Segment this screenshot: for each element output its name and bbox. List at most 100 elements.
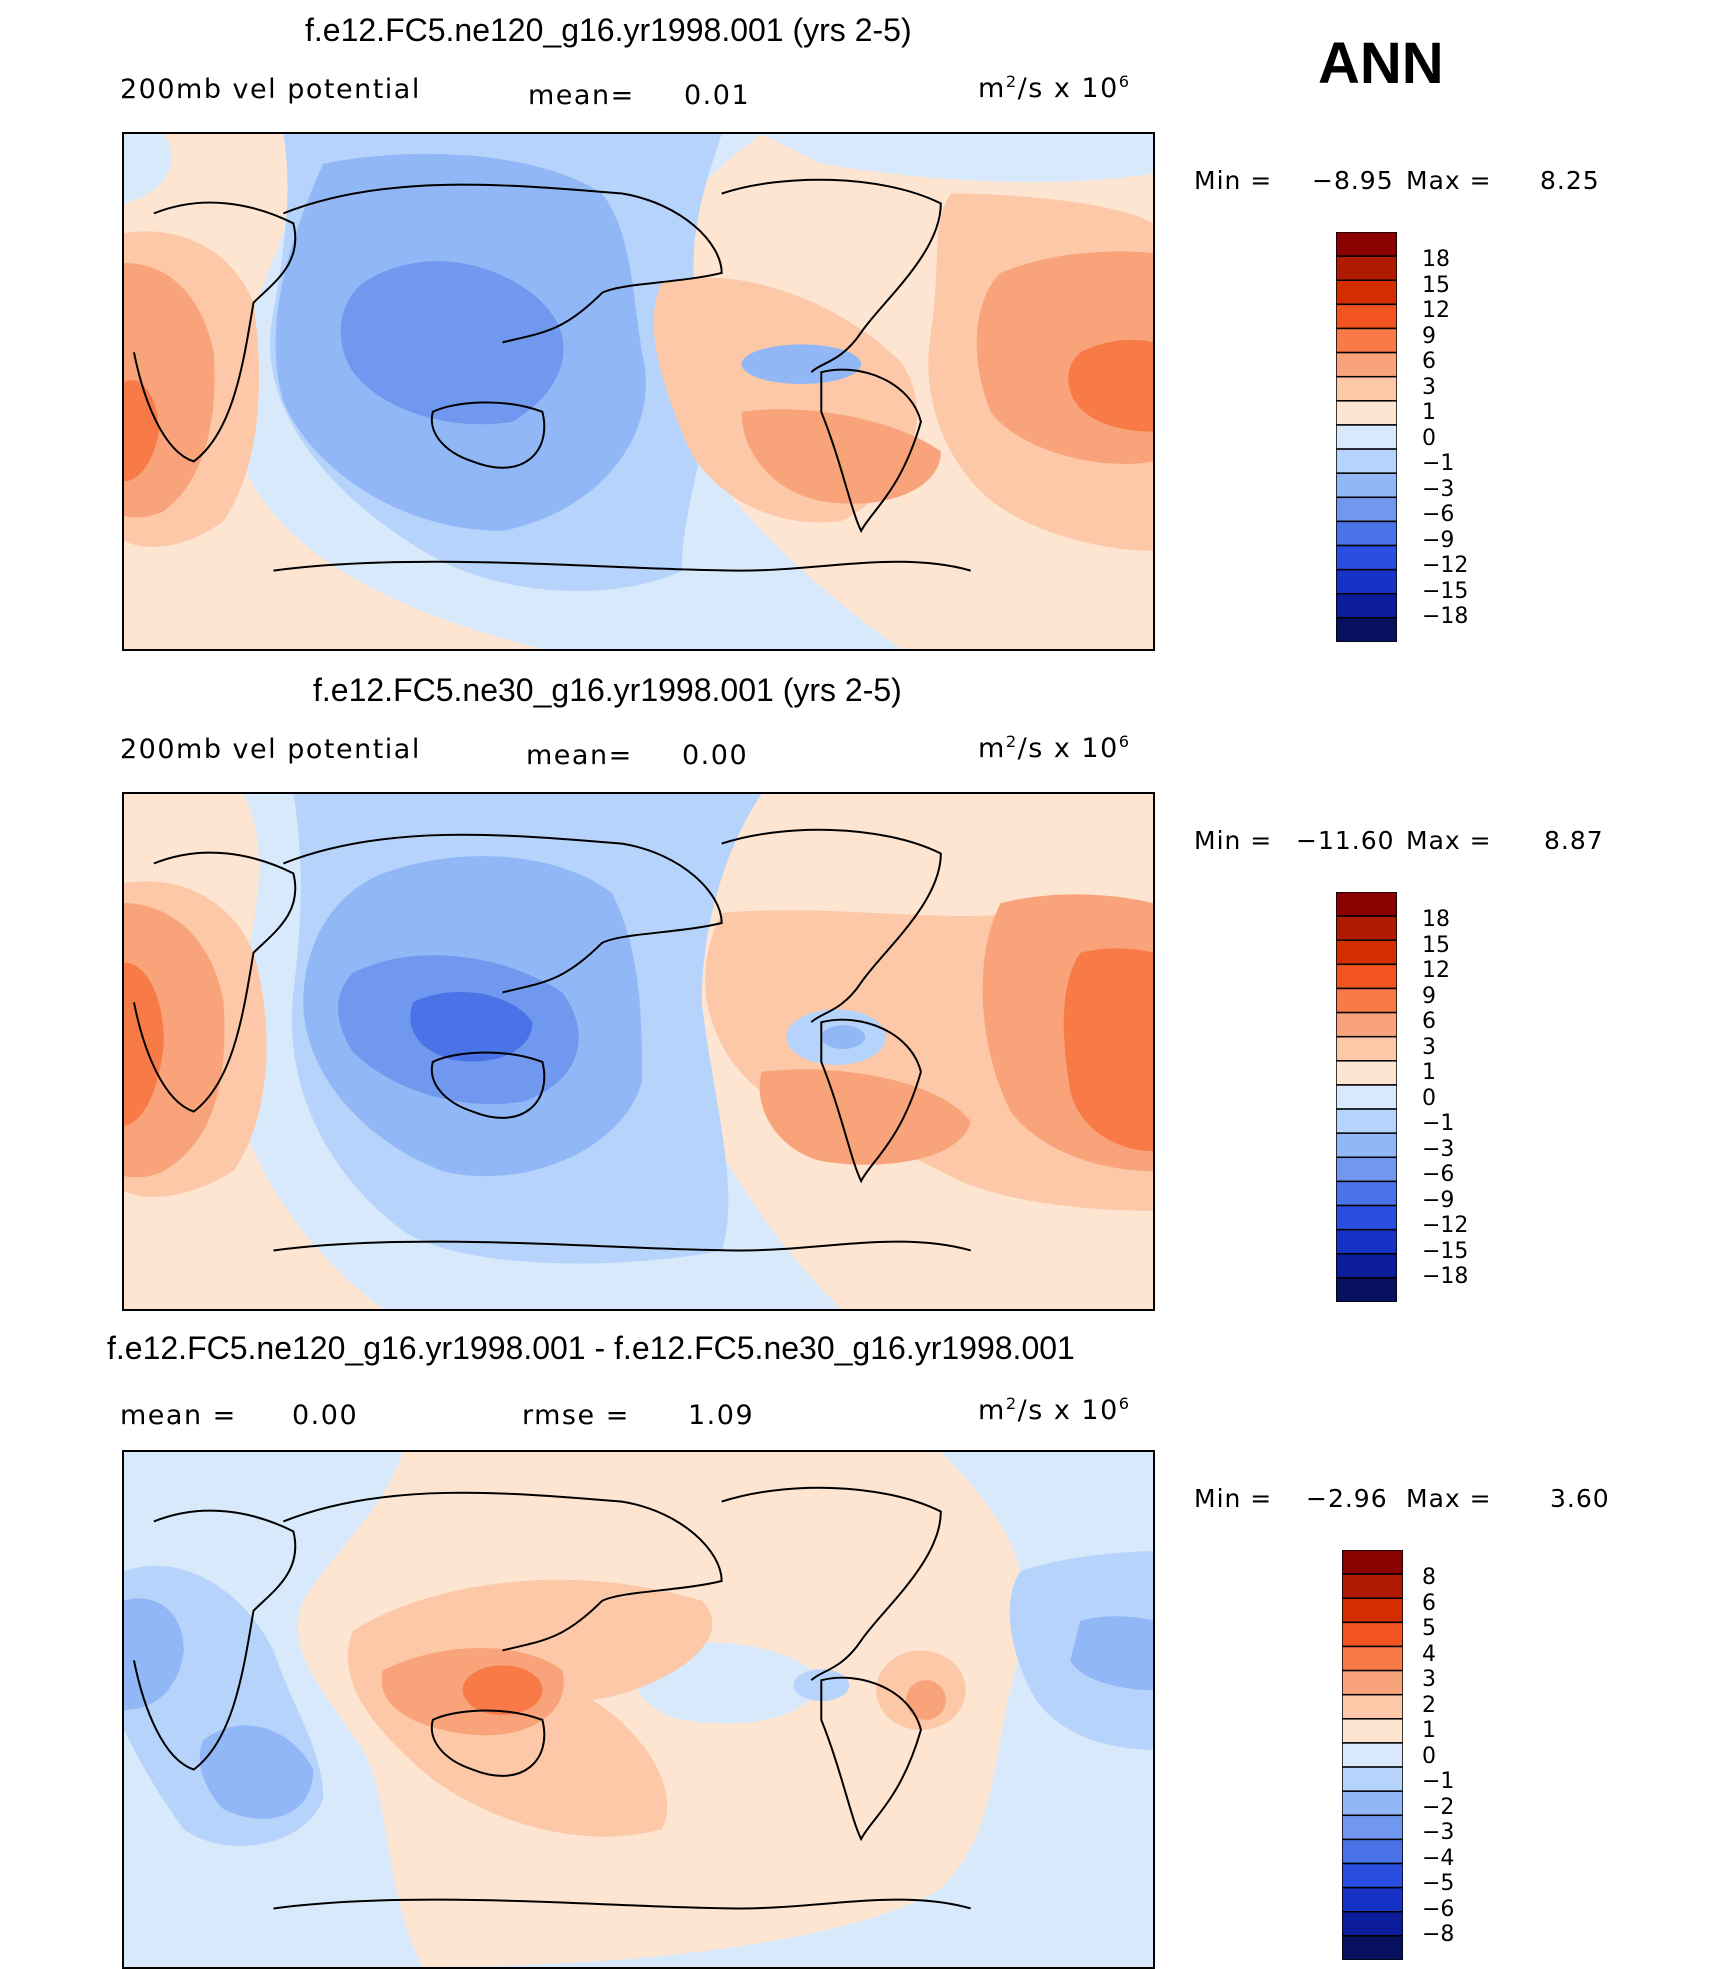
colorbar-swatch	[1342, 1935, 1403, 1960]
colorbar-swatch	[1336, 327, 1397, 354]
colorbar-tick-label: −6	[1422, 1896, 1455, 1922]
panel-3-rmse-value: 1.09	[688, 1400, 755, 1431]
panel-3-map	[122, 1450, 1155, 1969]
colorbar-tick-label: −12	[1422, 553, 1469, 578]
colorbar-swatch	[1342, 1621, 1403, 1648]
colorbar-tick-label: −5	[1422, 1871, 1455, 1896]
colorbar-tick-label: 6	[1422, 1590, 1436, 1616]
panel-1-min-label: Min =	[1194, 166, 1273, 195]
colorbar-tick-label: −9	[1422, 1187, 1455, 1213]
panel-3-max-label: Max =	[1406, 1484, 1492, 1513]
colorbar-swatch	[1342, 1886, 1403, 1913]
colorbar-swatch	[1336, 424, 1397, 450]
colorbar-swatch	[1342, 1911, 1403, 1937]
panel-3-mean-value: 0.00	[292, 1400, 359, 1431]
colorbar-swatch	[1336, 375, 1397, 402]
colorbar-tick-label: 15	[1422, 932, 1450, 958]
panel-2-field-label: 200mb vel potential	[120, 734, 421, 765]
colorbar-swatch	[1336, 892, 1397, 917]
colorbar-swatch	[1336, 496, 1397, 523]
colorbar-swatch	[1336, 1035, 1397, 1062]
panel-2-max-label: Max =	[1406, 826, 1492, 855]
colorbar-tick-label: −4	[1422, 1845, 1455, 1871]
panel-3-units: m2/s x 106	[978, 1394, 1131, 1426]
panel-2-units: m2/s x 106	[978, 732, 1131, 764]
colorbar-tick-label: 0	[1422, 425, 1436, 451]
colorbar-swatch	[1336, 1204, 1397, 1231]
colorbar-tick-label: −15	[1422, 578, 1469, 604]
colorbar-tick-label: −1	[1422, 1769, 1455, 1794]
panel-3-min-label: Min =	[1194, 1484, 1273, 1513]
colorbar-swatch	[1336, 232, 1397, 257]
colorbar-tick-label: −2	[1422, 1794, 1455, 1820]
panel-1-units: m2/s x 106	[978, 72, 1131, 104]
panel-1-max-label: Max =	[1406, 166, 1492, 195]
panel-2-mean-label: mean=	[526, 740, 633, 771]
colorbar-tick-label: 15	[1422, 272, 1450, 298]
panel-3-max-value: 3.60	[1550, 1484, 1610, 1513]
panel-2-colorbar	[1336, 892, 1397, 1302]
colorbar-tick-label: −6	[1422, 502, 1455, 527]
colorbar-tick-label: 3	[1422, 1034, 1436, 1060]
colorbar-tick-label: −18	[1422, 1264, 1469, 1289]
colorbar-swatch	[1342, 1573, 1403, 1599]
colorbar-tick-label: 18	[1422, 907, 1450, 932]
colorbar-swatch	[1336, 1011, 1397, 1038]
colorbar-swatch	[1336, 963, 1397, 990]
colorbar-swatch	[1342, 1669, 1403, 1696]
colorbar-tick-label: 2	[1422, 1692, 1436, 1718]
colorbar-tick-label: −18	[1422, 604, 1469, 629]
colorbar-tick-label: 9	[1422, 323, 1436, 349]
colorbar-tick-label: 1	[1422, 400, 1436, 425]
panel-1-min-value: −8.95	[1312, 166, 1394, 195]
colorbar-tick-label: −1	[1422, 451, 1455, 476]
colorbar-tick-label: 1	[1422, 1060, 1436, 1085]
colorbar-swatch	[1342, 1838, 1403, 1865]
panel-2-mean-value: 0.00	[682, 740, 749, 771]
panel-1-map	[122, 132, 1155, 651]
colorbar-swatch	[1336, 1132, 1397, 1159]
colorbar-swatch	[1336, 303, 1397, 330]
panel-3-colorbar	[1342, 1550, 1403, 1960]
panel-1-mean-label: mean=	[528, 80, 635, 111]
colorbar-swatch	[1336, 520, 1397, 547]
colorbar-swatch	[1336, 255, 1397, 281]
colorbar-tick-label: 8	[1422, 1565, 1436, 1590]
colorbar-tick-label: −9	[1422, 527, 1455, 553]
colorbar-tick-label: 12	[1422, 958, 1450, 983]
colorbar-swatch	[1342, 1814, 1403, 1841]
colorbar-swatch	[1336, 544, 1397, 571]
colorbar-swatch	[1336, 472, 1397, 499]
panel-3-rmse-label: rmse =	[522, 1400, 630, 1431]
colorbar-swatch	[1336, 448, 1397, 474]
colorbar-swatch	[1336, 593, 1397, 619]
colorbar-tick-label: 0	[1422, 1743, 1436, 1769]
colorbar-tick-label: 6	[1422, 1009, 1436, 1034]
panel-3-min-value: −2.96	[1306, 1484, 1388, 1513]
colorbar-swatch	[1336, 279, 1397, 306]
colorbar-tick-label: 3	[1422, 374, 1436, 400]
colorbar-tick-label: 1	[1422, 1718, 1436, 1743]
colorbar-swatch	[1336, 1228, 1397, 1255]
colorbar-tick-label: 5	[1422, 1616, 1436, 1641]
colorbar-tick-label: −1	[1422, 1111, 1455, 1136]
colorbar-swatch	[1336, 400, 1397, 426]
colorbar-swatch	[1336, 568, 1397, 595]
colorbar-tick-label: 3	[1422, 1667, 1436, 1692]
colorbar-tick-label: −6	[1422, 1162, 1455, 1187]
colorbar-tick-label: 9	[1422, 983, 1436, 1009]
colorbar-swatch	[1342, 1742, 1403, 1768]
colorbar-swatch	[1336, 351, 1397, 378]
colorbar-swatch	[1342, 1550, 1403, 1575]
colorbar-tick-label: −3	[1422, 1136, 1455, 1162]
panel-3-mean-label: mean =	[120, 1400, 237, 1431]
panel-2-title: f.e12.FC5.ne30_g16.yr1998.001 (yrs 2-5)	[313, 672, 902, 708]
season-label: ANN	[1318, 31, 1444, 96]
colorbar-tick-label: −8	[1422, 1922, 1455, 1947]
panel-1-max-value: 8.25	[1540, 166, 1600, 195]
colorbar-tick-label: −3	[1422, 1820, 1455, 1845]
colorbar-swatch	[1336, 617, 1397, 642]
colorbar-swatch	[1336, 1253, 1397, 1279]
colorbar-tick-label: −12	[1422, 1213, 1469, 1238]
colorbar-swatch	[1336, 1277, 1397, 1302]
